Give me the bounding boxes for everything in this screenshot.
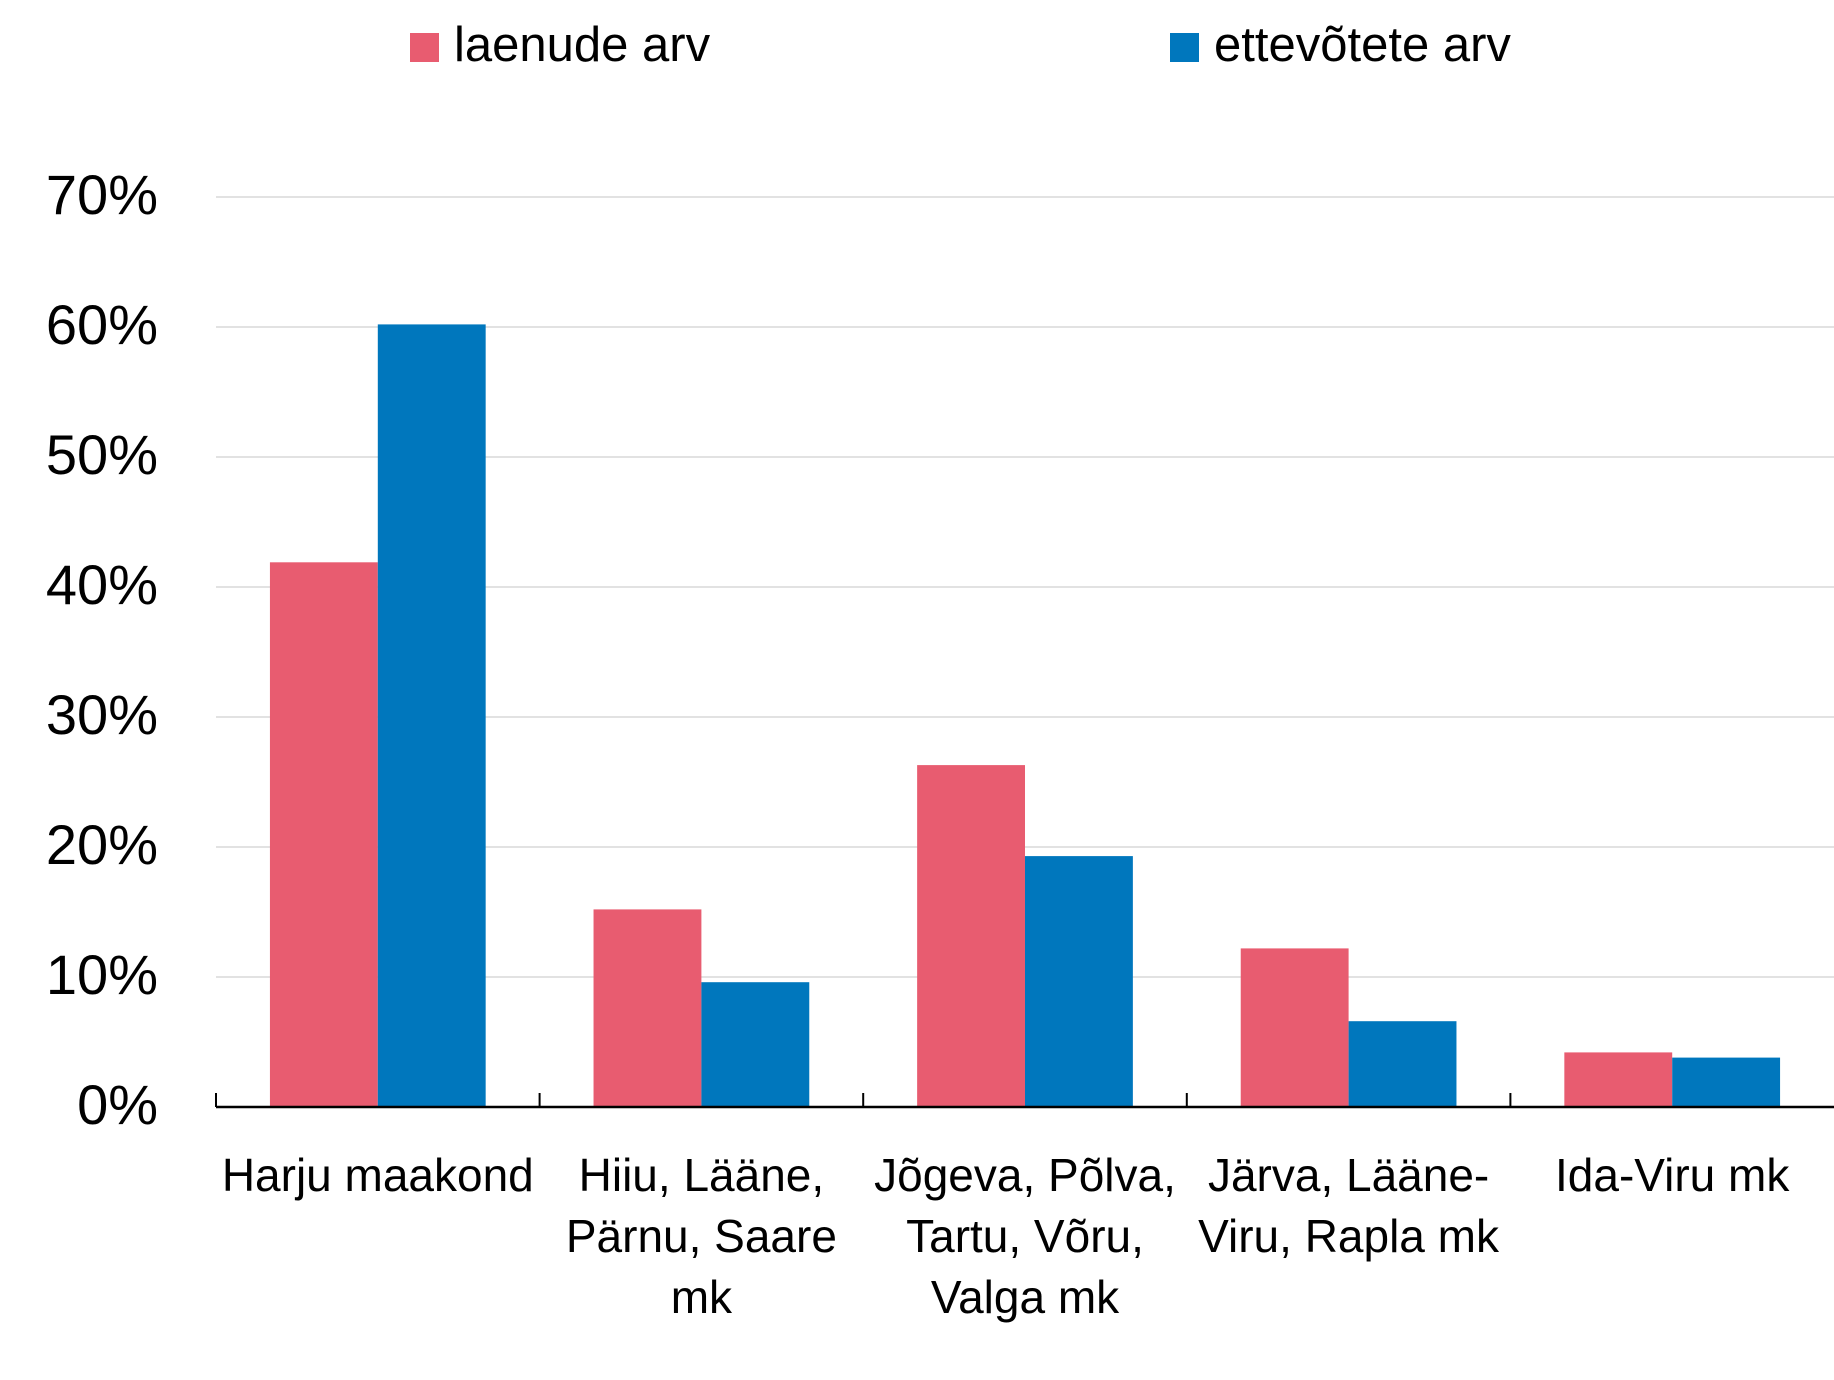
y-tick-label: 10% — [46, 943, 158, 1006]
bar — [1672, 1057, 1781, 1107]
bar — [1025, 856, 1133, 1107]
bar — [593, 909, 702, 1107]
bar — [917, 765, 1025, 1107]
bar — [701, 982, 810, 1107]
y-tick-label: 40% — [46, 553, 158, 616]
y-tick-label: 60% — [46, 293, 158, 356]
x-tick-label: Ida-Viru mk — [1555, 1149, 1790, 1201]
y-tick-label: 20% — [46, 813, 158, 876]
bar — [1564, 1052, 1673, 1107]
x-tick-label: Järva, Lääne-Viru, Rapla mk — [1198, 1149, 1499, 1262]
y-tick-label: 50% — [46, 423, 158, 486]
y-tick-label: 30% — [46, 683, 158, 746]
legend-label: laenude arv — [454, 18, 711, 72]
legend-label: ettevõtete arv — [1214, 18, 1511, 72]
x-tick-label: Hiiu, Lääne, Pärnu, Saare mk — [565, 1149, 837, 1323]
x-tick-label: Harju maakond — [221, 1149, 534, 1201]
bar — [1348, 1021, 1457, 1107]
bar — [377, 324, 486, 1107]
x-tick-label: Jõgeva, Põlva, Tartu, Võru, Valga mk — [874, 1149, 1176, 1323]
legend-swatch — [410, 33, 439, 62]
y-tick-label: 0% — [77, 1073, 158, 1136]
bar — [1240, 948, 1349, 1107]
y-tick-label: 70% — [46, 163, 158, 226]
bar — [269, 562, 378, 1107]
legend-swatch — [1170, 33, 1199, 62]
